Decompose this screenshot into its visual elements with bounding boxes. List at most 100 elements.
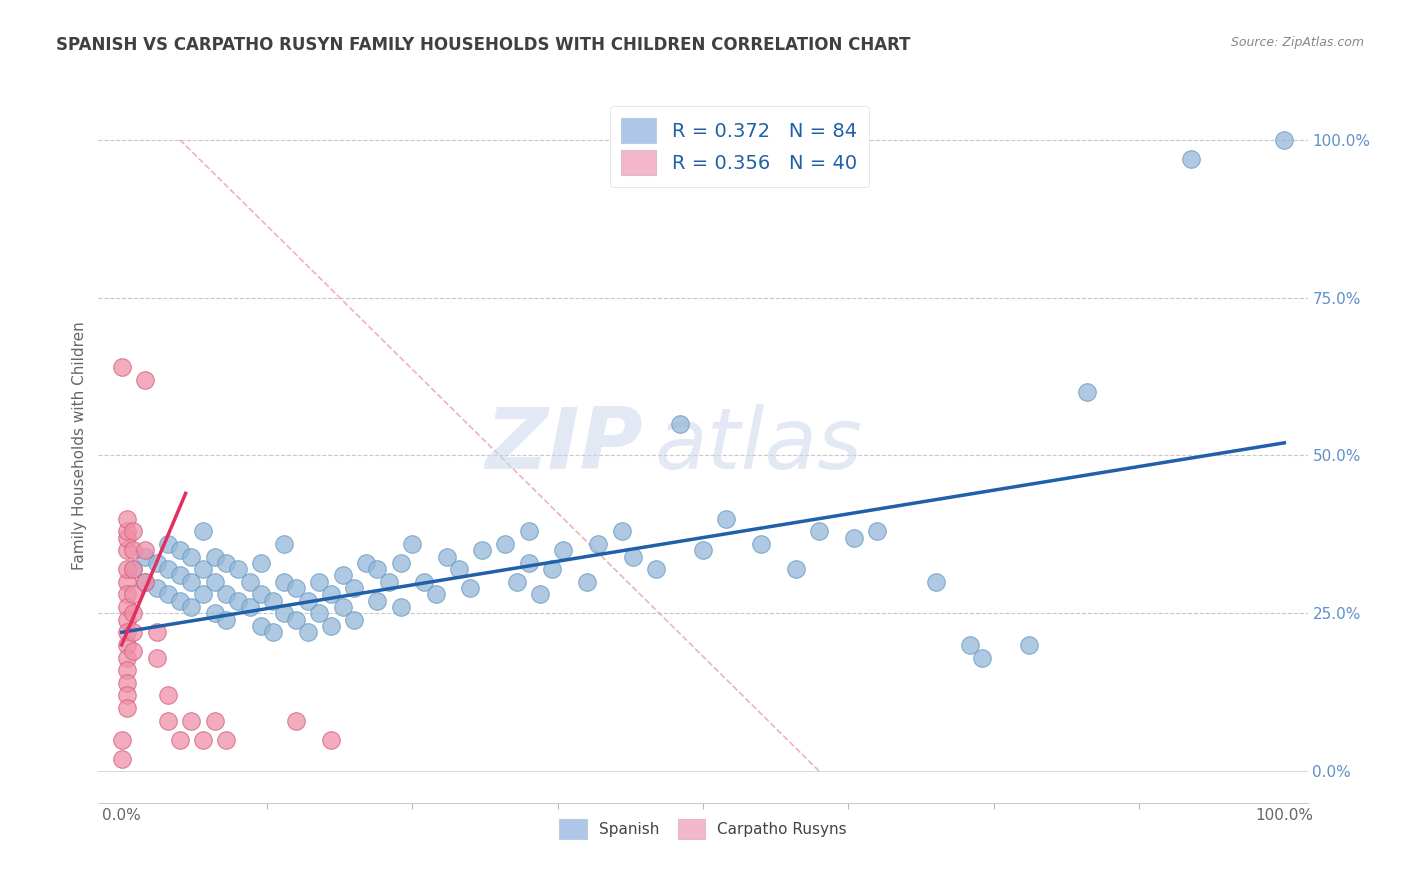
Point (540, 562, 562, 576)
Point (517, 556, 540, 570)
Point (111, 360, 134, 375)
Point (157, 537, 180, 551)
Point (366, 593, 388, 607)
Point (157, 689, 180, 703)
Point (970, 650, 993, 665)
Point (517, 524, 540, 539)
Text: atlas: atlas (655, 404, 863, 488)
Point (226, 562, 249, 576)
Point (285, 581, 308, 595)
Point (1018, 638, 1040, 652)
Point (436, 549, 458, 564)
Point (204, 574, 226, 589)
Point (401, 537, 423, 551)
Point (319, 619, 342, 633)
Point (117, 600, 139, 615)
Point (297, 593, 319, 607)
Point (215, 732, 238, 747)
Point (239, 600, 262, 615)
Point (111, 732, 134, 747)
Point (117, 650, 139, 665)
Point (215, 613, 238, 627)
Point (273, 537, 295, 551)
Point (117, 625, 139, 640)
Point (785, 562, 807, 576)
Point (157, 562, 180, 576)
Point (169, 593, 191, 607)
Point (122, 607, 145, 621)
Point (134, 574, 156, 589)
Point (319, 732, 342, 747)
Point (808, 524, 831, 539)
Point (145, 625, 167, 640)
Point (122, 562, 145, 576)
Point (117, 543, 139, 558)
Point (319, 587, 342, 601)
Point (134, 574, 156, 589)
Point (308, 607, 330, 621)
Point (117, 562, 139, 576)
Point (117, 531, 139, 545)
Point (191, 524, 214, 539)
Point (191, 587, 214, 601)
Point (204, 607, 226, 621)
Point (378, 574, 401, 589)
Point (250, 619, 273, 633)
Point (332, 568, 354, 582)
Point (117, 587, 139, 601)
Point (122, 644, 145, 658)
Point (273, 607, 295, 621)
Point (610, 524, 633, 539)
Point (117, 689, 139, 703)
Point (471, 543, 494, 558)
Point (180, 574, 202, 589)
Point (117, 675, 139, 690)
Y-axis label: Family Households with Children: Family Households with Children (72, 322, 87, 570)
Point (215, 587, 238, 601)
Point (145, 556, 167, 570)
Point (204, 549, 226, 564)
Point (117, 574, 139, 589)
Point (716, 511, 738, 525)
Point (413, 574, 436, 589)
Point (425, 587, 447, 601)
Point (262, 593, 284, 607)
Point (332, 600, 354, 615)
Point (389, 600, 412, 615)
Point (122, 524, 145, 539)
Text: ZIP: ZIP (485, 404, 643, 488)
Point (553, 543, 575, 558)
Point (692, 543, 714, 558)
Point (285, 714, 308, 728)
Point (169, 732, 191, 747)
Point (134, 373, 156, 387)
Point (250, 556, 273, 570)
Point (262, 625, 284, 640)
Point (343, 581, 366, 595)
Point (297, 625, 319, 640)
Point (117, 511, 139, 525)
Point (111, 751, 134, 765)
Point (285, 613, 308, 627)
Point (529, 587, 551, 601)
Point (134, 549, 156, 564)
Point (308, 574, 330, 589)
Point (204, 714, 226, 728)
Point (157, 714, 180, 728)
Point (1180, 152, 1202, 166)
Point (366, 562, 388, 576)
Text: SPANISH VS CARPATHO RUSYN FAMILY HOUSEHOLDS WITH CHILDREN CORRELATION CHART: SPANISH VS CARPATHO RUSYN FAMILY HOUSEHO… (56, 36, 911, 54)
Point (157, 587, 180, 601)
Point (389, 556, 412, 570)
Point (460, 581, 482, 595)
Point (239, 574, 262, 589)
Point (117, 701, 139, 715)
Point (191, 562, 214, 576)
Point (180, 549, 202, 564)
Legend: Spanish, Carpatho Rusyns: Spanish, Carpatho Rusyns (553, 814, 853, 845)
Point (122, 543, 145, 558)
Point (169, 543, 191, 558)
Point (117, 613, 139, 627)
Point (588, 537, 610, 551)
Point (506, 574, 529, 589)
